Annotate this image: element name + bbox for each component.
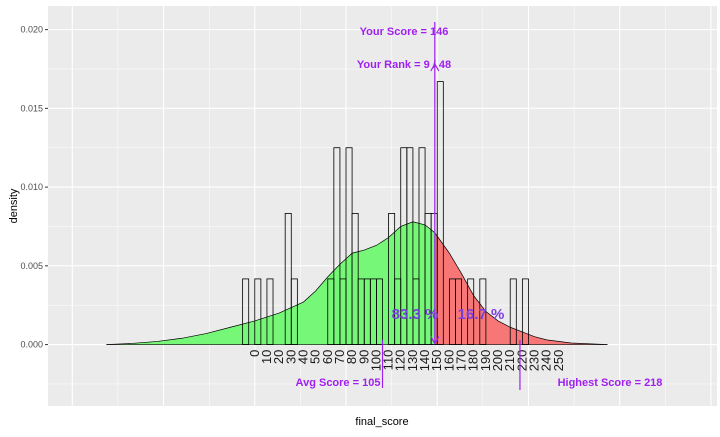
histogram-bar	[333, 147, 341, 345]
your-score-arrow	[430, 336, 440, 345]
x-tick-label: 210	[502, 350, 517, 372]
your-rank-arrow	[430, 62, 440, 72]
y-tick-label: 0.000	[20, 340, 43, 350]
histogram-bar	[266, 278, 274, 345]
your-rank-label: Your Rank = 9 / 48	[357, 59, 451, 71]
x-tick-label: 190	[478, 350, 493, 372]
x-tick-label: 200	[490, 350, 505, 372]
x-tick-label: 170	[454, 350, 469, 372]
your-score-label: Your Score = 146	[360, 26, 449, 38]
x-tick-label: 140	[417, 350, 432, 372]
x-tick-label: 100	[368, 350, 383, 372]
histogram-bar	[455, 278, 462, 345]
y-tick-label: 0.015	[20, 103, 43, 113]
x-tick-label: 120	[393, 350, 408, 372]
right-percent-label: 16.7 %	[458, 306, 505, 323]
x-tick-label: 150	[429, 350, 444, 372]
x-tick-label: 110	[381, 350, 396, 371]
density-area-below-score	[106, 221, 435, 345]
x-tick-label: 220	[514, 350, 529, 372]
histogram-bar	[436, 81, 444, 345]
x-tick-label: 180	[466, 350, 481, 372]
x-tick-label: 40	[295, 350, 310, 364]
y-tick-label: 0.010	[20, 182, 43, 192]
y-axis-label: density	[8, 188, 20, 223]
x-tick-label: 0	[247, 350, 262, 357]
histogram-bar	[376, 278, 383, 345]
annotations: Your Score = 146 Your Rank = 9 / 48 83.3 %…	[296, 22, 663, 390]
x-tick-label: 160	[441, 350, 456, 372]
histogram-bar	[509, 278, 517, 345]
x-tick-label: 10	[259, 350, 274, 364]
x-tick-label: 80	[344, 350, 359, 364]
x-tick-label: 130	[405, 350, 420, 372]
x-tick-label: 230	[527, 350, 542, 372]
left-percent-label: 83.3 %	[392, 306, 439, 323]
x-tick-label: 20	[271, 350, 286, 364]
y-tick-label: 0.005	[20, 261, 43, 271]
histogram-bar	[521, 278, 529, 345]
histogram-bars	[242, 81, 529, 345]
x-axis-label: final_score	[355, 416, 408, 428]
histogram-bar	[242, 278, 250, 345]
histogram-bar	[290, 278, 298, 345]
x-tick-label: 240	[539, 350, 554, 372]
x-tick-label: 250	[551, 350, 566, 372]
highest-score-label: Highest Score = 218	[558, 377, 663, 389]
axes: 0.000 0.005 0.010 0.015 0.020 010203040506070…	[20, 25, 565, 372]
histogram-bar	[467, 278, 475, 345]
histogram-bar	[406, 147, 414, 345]
y-tick-label: 0.020	[20, 25, 43, 35]
x-tick-label: 90	[356, 350, 371, 364]
x-tick-label: 30	[283, 350, 298, 364]
x-tick-label: 60	[320, 350, 335, 364]
histogram-bar	[479, 278, 487, 345]
avg-score-label: Avg Score = 105	[296, 377, 381, 389]
histogram-bar	[254, 278, 262, 345]
x-tick-label: 50	[308, 350, 323, 364]
x-tick-label: 70	[332, 350, 347, 364]
density-area-above-score	[434, 232, 608, 345]
